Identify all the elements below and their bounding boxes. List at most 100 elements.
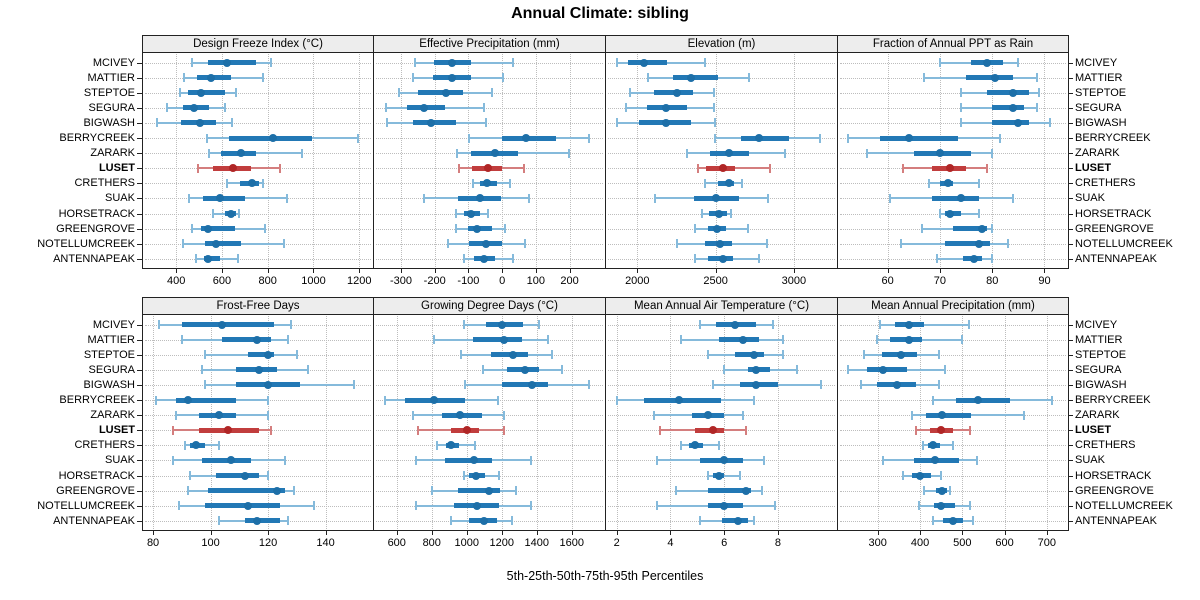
- whisker-cap-low: [177, 501, 180, 511]
- whisker-cap-low: [225, 178, 228, 188]
- x-axis-tick: [396, 530, 398, 535]
- median-dot: [469, 456, 478, 465]
- whisker-cap-low: [180, 335, 183, 345]
- x-axis-tick-label: 2000: [625, 275, 650, 287]
- y-axis-tick-left: [137, 198, 142, 200]
- median-dot: [892, 380, 901, 389]
- panel-fraction-of-annual-ppt-as-rain: [837, 52, 1069, 269]
- whisker-cap-high: [951, 440, 954, 450]
- grid-line-horizontal: [608, 62, 835, 64]
- grid-line-horizontal: [840, 107, 1066, 109]
- whisker-cap-low: [653, 410, 656, 420]
- grid-line-vertical: [962, 316, 964, 529]
- whisker-cap-high: [713, 88, 716, 98]
- station-label-left: HORSETRACK: [58, 207, 135, 220]
- y-axis-tick-right: [1068, 198, 1073, 200]
- x-axis-tick-label: 1200: [347, 275, 372, 287]
- y-axis-tick-right: [1068, 77, 1073, 79]
- whisker-cap-high: [729, 209, 732, 218]
- whisker-cap-high: [1048, 118, 1051, 128]
- interquartile-bar: [694, 427, 725, 433]
- grid-line-horizontal: [376, 122, 603, 124]
- interquartile-bar: [417, 90, 463, 96]
- y-axis-tick-right: [1068, 445, 1073, 447]
- panel-mean-annual-air-temperature-c: [605, 314, 838, 531]
- y-axis-tick-left: [137, 520, 142, 522]
- whisker-cap-high: [739, 471, 742, 480]
- whisker-cap-high: [529, 501, 532, 511]
- interquartile-bar: [740, 135, 790, 141]
- median-dot: [447, 58, 456, 67]
- interquartile-bar: [734, 352, 765, 358]
- median-dot: [720, 501, 729, 510]
- whisker-cap-high: [741, 410, 744, 420]
- whisker-cap-low: [914, 425, 917, 435]
- whisker-cap-low: [154, 395, 157, 405]
- station-label-left: MCIVEY: [92, 56, 135, 69]
- whisker-cap-high: [1035, 73, 1038, 83]
- x-axis-tick: [962, 530, 964, 535]
- station-label-right: GREENGROVE: [1075, 222, 1154, 235]
- median-dot: [738, 335, 747, 344]
- x-axis-tick: [616, 530, 618, 535]
- strip-label: Design Freeze Index (°C): [193, 38, 323, 50]
- whisker-cap-high: [741, 178, 744, 188]
- median-dot: [183, 396, 192, 404]
- median-dot: [252, 516, 261, 525]
- whisker-cap-low: [918, 501, 921, 511]
- whisker-cap-high: [713, 118, 716, 128]
- whisker-cap-high: [547, 335, 550, 345]
- grid-line-horizontal: [376, 107, 603, 109]
- median-dot: [639, 58, 648, 67]
- whisker-cap-low: [203, 380, 206, 390]
- grid-line-vertical: [325, 316, 327, 529]
- whisker-cap-high: [971, 516, 974, 526]
- x-axis-tick-label: 600: [212, 275, 232, 287]
- median-dot: [905, 320, 914, 329]
- median-dot: [711, 194, 720, 203]
- whisker-cap-low: [615, 58, 618, 67]
- grid-line-vertical: [502, 54, 504, 267]
- whisker-cap-high: [991, 148, 994, 158]
- median-dot: [749, 350, 758, 359]
- whisker-cap-low: [704, 178, 707, 188]
- x-axis-tick-label: 1000: [454, 537, 479, 549]
- whisker-cap-high: [588, 133, 591, 143]
- whisker-cap-high: [746, 224, 749, 234]
- whisker-cap-low: [218, 516, 221, 526]
- median-dot: [713, 224, 722, 233]
- whisker-cap-high: [514, 486, 517, 496]
- whisker-cap-high: [999, 133, 1002, 143]
- station-label-right: LUSET: [1075, 162, 1112, 175]
- whisker-cap-low: [938, 58, 941, 67]
- station-label-right: ANTENNAPEAK: [1075, 514, 1157, 527]
- y-axis-tick-left: [137, 369, 142, 371]
- whisker-cap-low: [922, 440, 925, 450]
- x-axis-tick: [210, 530, 212, 535]
- median-dot: [243, 501, 252, 510]
- whisker-cap-high: [290, 320, 293, 329]
- y-axis-tick-left: [137, 168, 142, 170]
- whisker-cap-high: [991, 254, 994, 264]
- y-axis-tick-left: [137, 430, 142, 432]
- whisker-cap-high: [1035, 103, 1038, 113]
- whisker-cap-low: [615, 395, 618, 405]
- median-dot: [491, 149, 500, 158]
- grid-line-vertical: [777, 316, 779, 529]
- y-axis-tick-right: [1068, 228, 1073, 230]
- x-axis-tick: [777, 530, 779, 535]
- x-axis-tick: [466, 530, 468, 535]
- median-dot: [190, 103, 199, 112]
- station-label-left: NOTELLUMCREEK: [37, 499, 135, 512]
- y-axis-tick-right: [1068, 153, 1073, 155]
- whisker-cap-high: [795, 365, 798, 375]
- median-dot: [229, 164, 238, 173]
- median-dot: [497, 320, 506, 329]
- whisker-cap-high: [357, 133, 360, 143]
- strip-label: Fraction of Annual PPT as Rain: [872, 38, 1034, 50]
- interquartile-bar: [187, 90, 226, 96]
- whisker-cap-low: [676, 239, 679, 249]
- median-dot: [943, 179, 952, 188]
- whisker-cap-low: [189, 471, 192, 480]
- grid-line-horizontal: [840, 384, 1066, 386]
